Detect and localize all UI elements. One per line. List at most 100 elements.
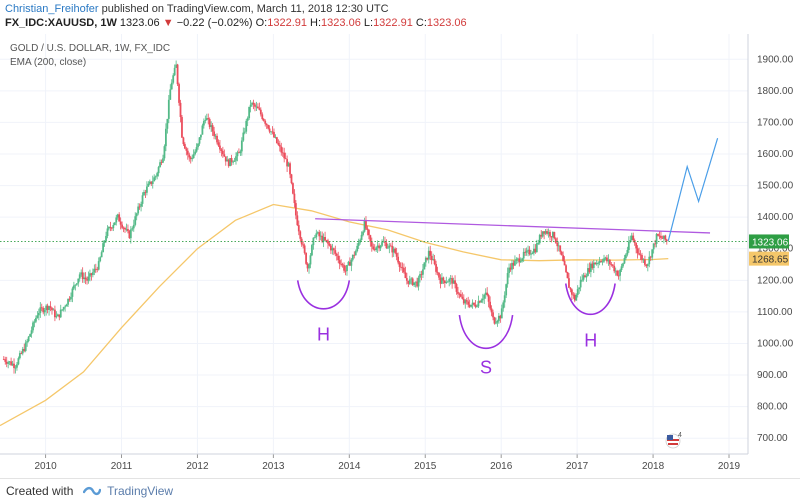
candle-body — [324, 237, 326, 240]
candle-body — [601, 261, 604, 263]
candle-body — [543, 231, 546, 234]
candle-body — [100, 252, 103, 258]
svg-text:4: 4 — [678, 432, 682, 439]
candle-body — [335, 253, 338, 256]
candle-body — [214, 135, 217, 137]
price-chart[interactable]: H S H 700.00 800.00 900.00 1000.00 1100.00 1200… — [0, 34, 800, 478]
last-price-value: 1323.06 — [119, 17, 160, 29]
candle-body — [651, 249, 654, 258]
candle-body — [264, 120, 267, 124]
candle-body — [534, 248, 537, 253]
candle-body — [496, 320, 499, 323]
candle-body — [313, 237, 316, 239]
candle-body — [39, 307, 42, 314]
candle-body — [525, 250, 528, 253]
candle-body — [33, 321, 36, 323]
candle-body — [509, 267, 512, 270]
candle-body — [410, 278, 413, 280]
candle-body — [575, 294, 578, 301]
candle-body — [500, 308, 503, 319]
candle-body — [658, 235, 661, 237]
candle-body — [318, 232, 321, 237]
candle-body — [186, 150, 189, 155]
chart-axes: 700.00 800.00 900.00 1000.00 1100.00 1200.00 1… — [0, 34, 794, 472]
close-value: 1323.06 — [426, 17, 467, 29]
candle-body — [654, 243, 657, 245]
candle-body — [52, 309, 55, 311]
candle-body — [554, 238, 557, 243]
candle-body — [246, 118, 249, 121]
candle-body — [643, 259, 646, 265]
candle-body — [110, 227, 113, 229]
candle-body — [302, 244, 305, 246]
candle-body — [141, 195, 144, 204]
candle-body — [189, 157, 192, 160]
candle-body — [350, 259, 353, 266]
candle-body — [478, 301, 481, 303]
candle-body — [315, 233, 318, 238]
candle-body — [519, 260, 522, 263]
candle-body — [664, 235, 667, 240]
candle-body — [84, 277, 87, 280]
candle-body — [89, 273, 91, 277]
candle-body — [521, 258, 524, 261]
candle-body — [178, 84, 180, 103]
neckline-trendline — [315, 218, 711, 234]
candle-body — [321, 235, 324, 242]
candle-body — [36, 315, 39, 318]
candle-body — [366, 228, 369, 230]
candle-body — [648, 256, 651, 265]
candle-body — [546, 231, 548, 234]
candle-body — [384, 241, 386, 243]
candle-body — [319, 235, 322, 237]
author-link[interactable]: Christian_Freihofer — [5, 3, 99, 15]
candle-body — [35, 317, 37, 322]
candle-body — [547, 231, 550, 234]
candle-body — [330, 245, 332, 251]
candle-body — [162, 158, 164, 163]
candle-body — [582, 275, 585, 280]
candle-body — [606, 257, 608, 262]
candle-body — [505, 284, 508, 296]
candle-body — [484, 292, 487, 295]
candle-body — [337, 255, 340, 261]
candle-body — [365, 220, 367, 229]
candle-body — [208, 119, 211, 128]
candle-body — [540, 234, 543, 237]
candle-body — [194, 151, 197, 155]
candle-body — [40, 307, 43, 309]
y-tick-label: 1600.00 — [757, 149, 794, 160]
candle-body — [502, 302, 505, 309]
candle-body — [623, 258, 626, 264]
candle-body — [248, 106, 251, 119]
candle-body — [470, 304, 473, 307]
x-tick-label: 2010 — [34, 461, 57, 472]
candle-body — [429, 250, 432, 256]
tradingview-brand[interactable]: TradingView — [107, 484, 174, 498]
candle-body — [549, 231, 551, 237]
candle-body — [514, 260, 516, 266]
candle-body — [430, 255, 433, 261]
chart-header: Christian_Freihofer published on Trading… — [0, 0, 800, 34]
candle-body — [54, 309, 56, 318]
candle-body — [445, 282, 448, 284]
candle-body — [14, 367, 17, 369]
candle-body — [379, 245, 382, 249]
candle-body — [309, 255, 312, 265]
candle-body — [233, 160, 236, 162]
candle-body — [21, 348, 24, 354]
candle-body — [626, 250, 629, 255]
candle-body — [522, 251, 525, 259]
candle-body — [398, 262, 401, 267]
right-shoulder-curve — [564, 283, 616, 315]
x-tick-label: 2018 — [642, 461, 665, 472]
candle-body — [322, 237, 325, 242]
candle-body — [439, 277, 442, 284]
candle-body — [568, 278, 570, 288]
candle-body — [490, 308, 493, 313]
candle-body — [65, 304, 68, 307]
candle-body — [166, 118, 169, 129]
x-tick-label: 2014 — [338, 461, 361, 472]
candle-body — [13, 363, 15, 369]
candle-body — [207, 118, 210, 120]
